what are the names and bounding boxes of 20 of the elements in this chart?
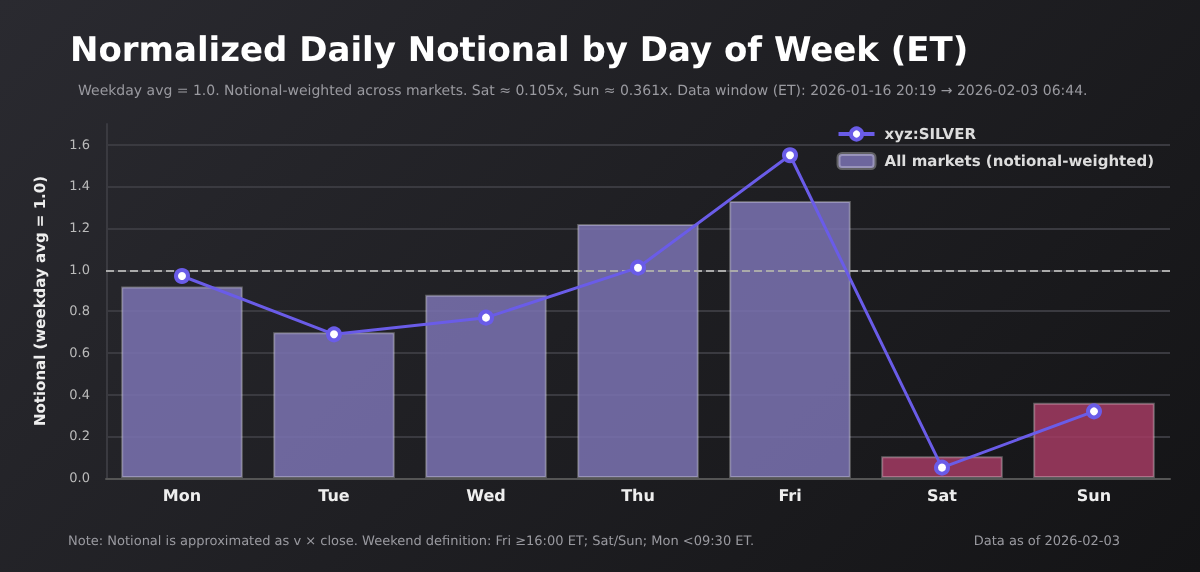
x-tick-label: Sun — [1076, 487, 1112, 505]
bar — [729, 201, 851, 478]
bar — [425, 294, 547, 478]
x-tick-label: Mon — [162, 487, 202, 505]
bar — [273, 332, 395, 478]
bar — [1033, 402, 1155, 478]
x-tick-label: Fri — [778, 487, 803, 505]
point — [630, 259, 646, 276]
x-tick-label: Wed — [466, 487, 507, 505]
bar — [577, 223, 699, 478]
point — [782, 147, 798, 164]
point — [1086, 403, 1102, 420]
point — [478, 309, 494, 326]
x-tick-label: Sat — [927, 487, 958, 505]
point — [174, 268, 190, 285]
point — [326, 326, 342, 343]
point — [934, 459, 950, 476]
chart-title: Normalized Daily Notional by Day of Week (ET) — [70, 31, 969, 71]
x-tick-label: Tue — [318, 487, 351, 505]
x-tick-label: Thu — [621, 487, 656, 505]
